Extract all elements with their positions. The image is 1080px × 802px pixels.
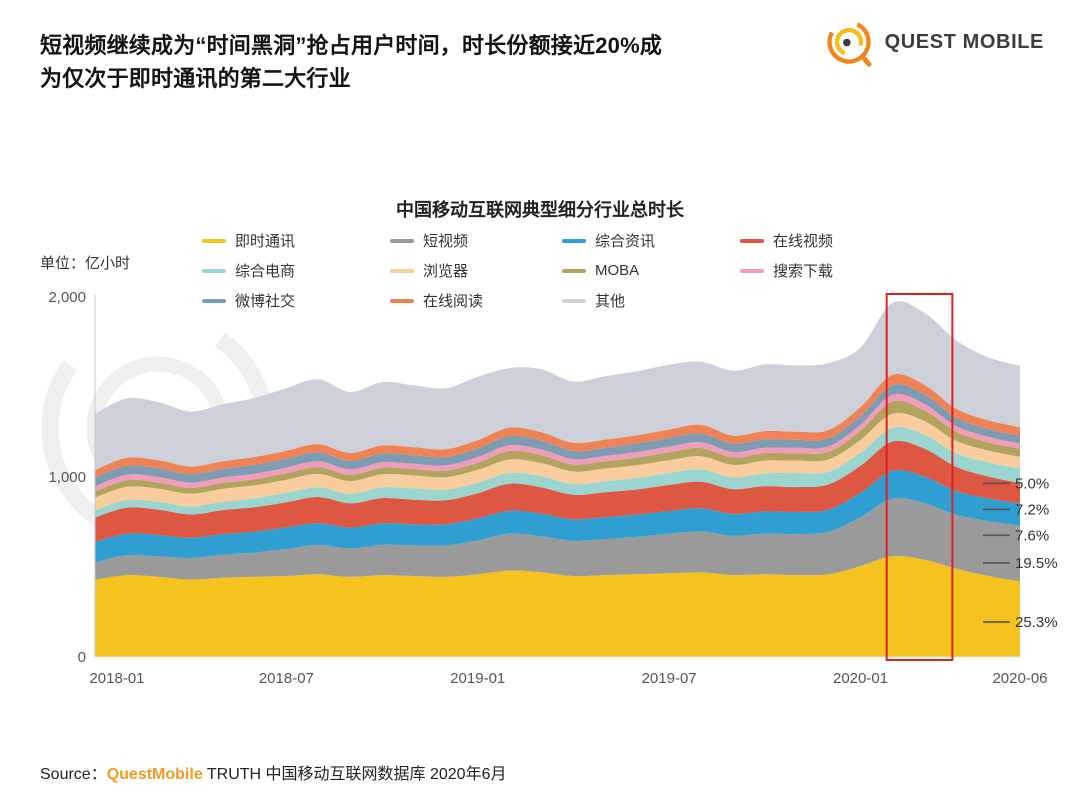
legend-label: 短视频 [423,233,469,250]
area-browser [95,412,1020,511]
area-ecommerce [95,426,1020,518]
area-short-video [95,497,1020,582]
legend-item: 在线阅读 [390,290,562,311]
legend-swatch [202,268,226,273]
legend-swatch [390,238,414,243]
y-tick-label: 1,000 [48,469,86,486]
legend-item: 短视频 [390,230,562,251]
x-tick-label: 2019-07 [642,670,697,687]
chart-axes: 0 1,000 2,000 2018-01 2018-07 2019-01 2019-07 2… [48,289,1047,687]
share-annotation: 25.3% [1015,614,1058,631]
legend-item: MOBA [562,260,740,281]
legend-item: 即时通讯 [202,230,390,251]
legend-swatch [202,298,226,303]
chart-title: 中国移动互联网典型细分行业总时长 [396,200,684,220]
legend-swatch [390,298,414,303]
legend-swatch [562,298,586,303]
area-weibo-social [95,384,1020,487]
area-others [95,301,1020,470]
source-suffix: TRUTH 中国移动互联网数据库 2020年6月 [202,766,507,783]
legend-item: 综合资讯 [562,230,740,251]
legend-label: MOBA [595,262,640,279]
legend-item: 在线视频 [740,230,910,251]
highlight-box [885,293,954,661]
legend-label: 综合资讯 [595,233,656,250]
area-online-video [95,440,1020,542]
chart-annotations: 5.0% 7.2% 7.6% 19.5% 25.3% [885,293,1058,661]
share-annotation: 7.6% [1015,527,1049,544]
questmobile-logo-text: QUEST MOBILE [884,30,1044,53]
x-tick-label: 2018-07 [259,670,314,687]
page-title: 短视频继续成为“时间黑洞”抢占用户时间，时长份额接近20%成 为仅次于即时通讯的第… [40,29,830,95]
x-tick-label: 2018-01 [89,670,144,687]
legend-item: 其他 [562,290,740,311]
questmobile-logo: QUEST MOBILE [823,16,1044,68]
legend-swatch [390,268,414,273]
legend-swatch [202,238,226,243]
share-annotation: 5.0% [1015,475,1049,492]
legend-item: 搜索下载 [740,260,910,281]
x-tick-label: 2020-01 [833,670,888,687]
legend-label: 在线阅读 [423,293,484,310]
source-brand: QuestMobile [106,766,203,783]
questmobile-logo-icon [826,20,872,67]
legend-item: 微博社交 [202,290,390,311]
share-annotation: 7.2% [1015,501,1049,518]
legend-label: 综合电商 [235,263,296,280]
x-tick-label: 2019-01 [450,670,505,687]
legend-swatch [562,268,586,273]
unit-label: 单位：亿小时 [40,255,131,272]
area-moba [95,400,1020,498]
legend-label: 其他 [595,293,626,310]
legend-item: 浏览器 [390,260,562,281]
area-online-reading [95,373,1020,478]
legend-label: 搜索下载 [773,263,834,280]
area-aggregate-news [95,469,1020,563]
source-line: Source：QuestMobile TRUTH 中国移动互联网数据库 2020… [40,760,506,784]
page-title-line1: 短视频继续成为“时间黑洞”抢占用户时间，时长份额接近20%成 [40,32,663,58]
legend-label: 微博社交 [235,293,296,310]
area-instant-messaging [95,555,1020,657]
share-annotation: 19.5% [1015,555,1058,572]
x-tick-label: 2020-06 [992,670,1047,687]
area-search-download [95,393,1020,492]
legend-swatch [562,238,586,243]
legend-item: 综合电商 [202,260,390,281]
chart-legend: 即时通讯 短视频 综合资讯 在线视频 综合电商 浏览器 MOBA 搜索下载 微博… [202,230,910,311]
y-tick-label: 2,000 [48,289,86,306]
y-tick-label: 0 [78,649,86,666]
source-prefix: Source： [40,766,107,783]
legend-label: 浏览器 [423,263,469,280]
page-title-line2: 为仅次于即时通讯的第二大行业 [40,65,351,91]
legend-swatch [740,238,764,243]
chart-areas [95,301,1020,657]
legend-swatch [740,268,764,273]
legend-label: 即时通讯 [235,233,296,250]
legend-label: 在线视频 [773,233,834,250]
